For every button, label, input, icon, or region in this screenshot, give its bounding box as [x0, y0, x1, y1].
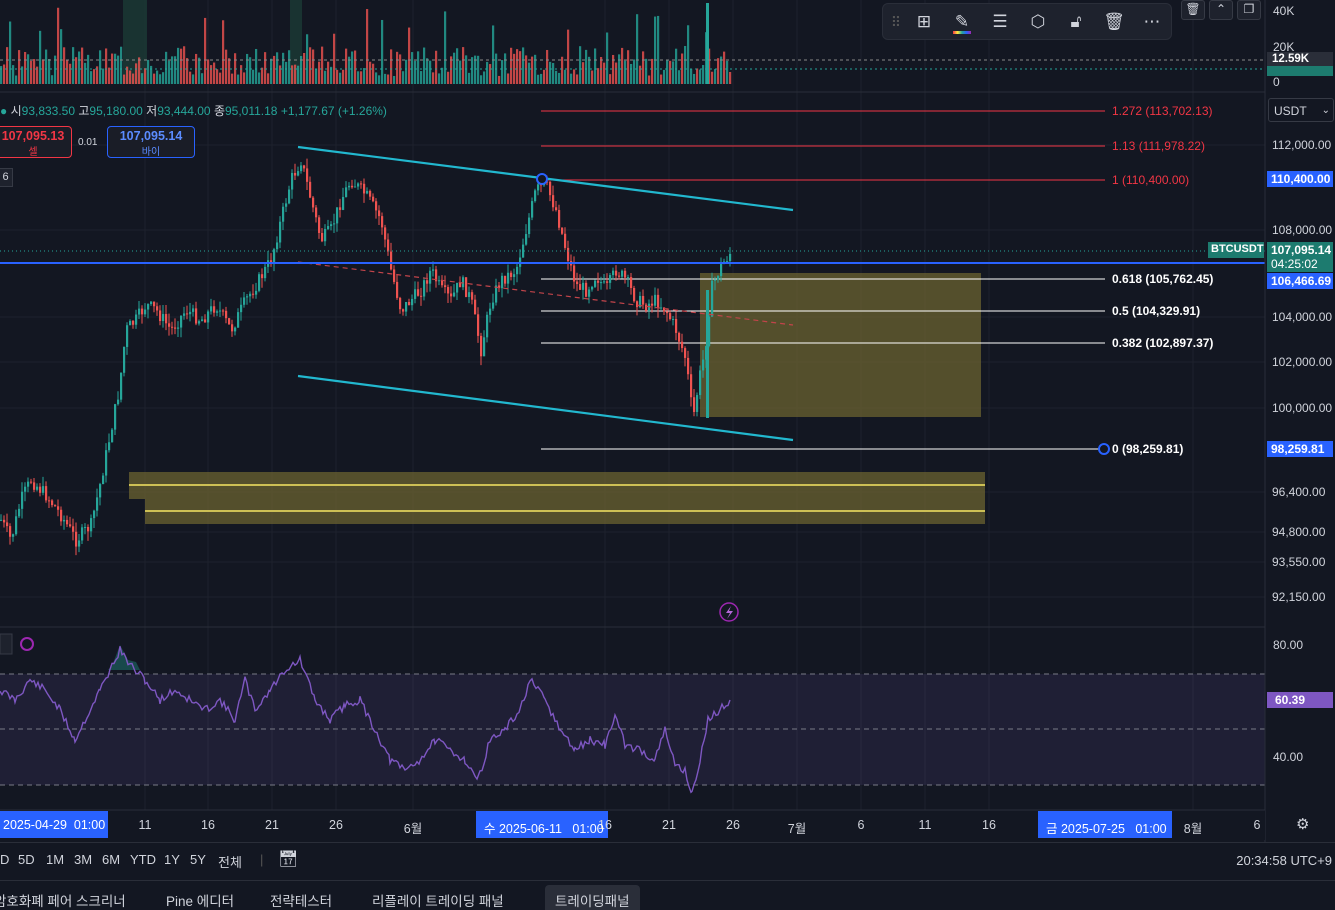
- rsi-tick: 40.00: [1273, 750, 1304, 764]
- time-tick: 6: [857, 818, 865, 832]
- ohlc-legend: ● 시93,833.50 고95,180.00 저93,444.00 종95,0…: [0, 104, 387, 118]
- price-tick: 92,150.00: [1272, 590, 1326, 604]
- clock[interactable]: 20:34:58 UTC+9: [1236, 853, 1332, 868]
- volume-tick: 40K: [1273, 4, 1295, 18]
- fib-label: 0.382 (102,897.37): [1112, 336, 1214, 350]
- time-tick: 26: [726, 818, 740, 832]
- settings-icon[interactable]: ⚙: [1296, 816, 1310, 833]
- price-tick: 112,000.00: [1272, 138, 1332, 152]
- time-highlight: 금 2025-07-25 01:00: [1046, 822, 1167, 836]
- symbol-marker: BTCUSDT: [1211, 243, 1264, 255]
- trash-icon[interactable]: 🗑︎: [1103, 12, 1125, 31]
- range-button[interactable]: 5D: [18, 852, 35, 867]
- range-bar: D 5D 1M 3M 6M YTD 1Y 5Y 전체 | 📅︎ 20:34:58 UTC+9: [0, 842, 1335, 879]
- range-button[interactable]: YTD: [130, 852, 156, 867]
- price-tick: 104,000.00: [1272, 310, 1333, 324]
- time-tick: 6월: [403, 822, 423, 836]
- line-level-marker: 106,466.69: [1271, 274, 1332, 288]
- trash-top-icon[interactable]: 🗑︎: [1181, 0, 1205, 20]
- time-tick: 8월: [1183, 822, 1203, 836]
- volume-tick: 0: [1273, 75, 1280, 89]
- sell-button[interactable]: 107,095.13 셀: [0, 126, 72, 158]
- lines-icon[interactable]: ☰: [992, 12, 1008, 31]
- fib-label: 0.618 (105,762.45): [1112, 272, 1214, 286]
- range-button[interactable]: 5Y: [190, 852, 206, 867]
- time-tick: 11: [918, 818, 932, 832]
- range-button[interactable]: 1Y: [164, 852, 180, 867]
- channel-lower-line[interactable]: [297, 374, 794, 442]
- rsi-tick: 80.00: [1273, 638, 1304, 652]
- fib-anchor-bottom[interactable]: [1098, 443, 1110, 455]
- change-value: +1,177.67 (+1.26%): [280, 104, 387, 118]
- low-value: 93,444.00: [157, 104, 211, 118]
- price-tick: 100,000.00: [1272, 401, 1333, 415]
- time-tick: 16: [201, 818, 215, 832]
- drag-handle-icon[interactable]: ⠿: [890, 14, 902, 30]
- price-tick: 93,550.00: [1272, 555, 1326, 569]
- rsi-value-marker: 60.39: [1275, 693, 1306, 707]
- window-icon[interactable]: ❐: [1237, 0, 1261, 20]
- legend-dot-icon: ●: [0, 104, 8, 118]
- time-tick: 26: [329, 818, 343, 832]
- drawing-toolbar: ⠿ ⊞ ✎ ☰ ⬡ 🔓︎ 🗑︎ ⋯: [882, 3, 1172, 40]
- time-tick: 16: [598, 818, 612, 832]
- time-tick: 21: [662, 818, 676, 832]
- last-price-marker: 107,095.14: [1271, 243, 1332, 257]
- time-tick: 7월: [787, 822, 807, 836]
- bottom-tab[interactable]: 암호화폐 페어 스크리너: [0, 894, 126, 909]
- countdown-marker: 04:25:02: [1271, 257, 1318, 271]
- close-value: 95,011.18: [224, 104, 278, 118]
- time-highlight: 2025-04-29 01:00: [3, 818, 106, 832]
- chevron-down-icon: ⌄: [1321, 105, 1330, 116]
- bottom-tab[interactable]: 전략테스터: [270, 894, 333, 909]
- fib-label: 1.13 (111,978.22): [1112, 139, 1205, 153]
- range-button[interactable]: 6M: [102, 852, 121, 867]
- price-tick: 108,000.00: [1272, 223, 1333, 237]
- fib-label: 1 (110,400.00): [1112, 173, 1190, 187]
- price-tick: 96,400.00: [1272, 485, 1326, 499]
- high-value: 95,180.00: [89, 104, 143, 118]
- bottom-tabs: 암호화폐 페어 스크리너 Pine 에디터 전략테스터 리플레이 트레이딩 패널 트레이…: [0, 880, 1335, 910]
- calendar-goto-icon[interactable]: 📅︎: [278, 851, 299, 868]
- range-button[interactable]: D: [0, 852, 10, 867]
- more-icon[interactable]: ⋯: [1143, 12, 1161, 31]
- time-tick: 21: [265, 818, 279, 832]
- fib-label: 1.272 (113,702.13): [1112, 104, 1213, 118]
- time-tick: 11: [138, 818, 152, 832]
- fib-anchor-top[interactable]: [536, 173, 548, 185]
- time-tick: 6: [1253, 818, 1261, 832]
- channel-midline[interactable]: [297, 261, 794, 326]
- volume-tick: 20K: [1273, 40, 1295, 54]
- add-objects-icon[interactable]: ⊞: [916, 12, 932, 31]
- spread-value: 0.01: [78, 137, 98, 148]
- open-value: 93,833.50: [21, 104, 76, 118]
- price-tick: 94,800.00: [1272, 525, 1326, 539]
- range-button[interactable]: 전체: [218, 855, 242, 870]
- fib-label: 0 (98,259.81): [1112, 442, 1184, 456]
- range-button[interactable]: 3M: [74, 852, 93, 867]
- time-tick: 16: [982, 818, 996, 832]
- lock-icon[interactable]: 🔓︎: [1070, 12, 1082, 31]
- settings-hex-icon[interactable]: ⬡: [1030, 12, 1046, 31]
- rsi-icon[interactable]: [0, 633, 34, 655]
- supply-zone[interactable]: [700, 273, 981, 417]
- collapse-icon[interactable]: ⌃: [1209, 0, 1233, 20]
- fib-label: 0.5 (104,329.91): [1112, 304, 1201, 318]
- volume-current-label: 12.59K: [1272, 53, 1310, 65]
- pencil-icon[interactable]: ✎: [951, 11, 973, 34]
- rsi-line: [0, 646, 731, 794]
- bottom-tab[interactable]: 리플레이 트레이딩 패널: [372, 894, 504, 909]
- bottom-tab[interactable]: Pine 에디터: [166, 894, 235, 909]
- fib-top-marker: 110,400.00: [1271, 172, 1331, 186]
- fib-bottom-marker: 98,259.81: [1271, 442, 1325, 456]
- price-tick: 102,000.00: [1272, 355, 1333, 369]
- bottom-tab[interactable]: 트레이딩패널: [545, 885, 640, 910]
- currency-select[interactable]: USDT ⌄: [1268, 98, 1334, 122]
- range-button[interactable]: 1M: [46, 852, 65, 867]
- interval-badge[interactable]: 6: [0, 168, 13, 187]
- buy-button[interactable]: 107,095.14 바이: [107, 126, 195, 158]
- time-highlight: 수 2025-06-11 01:00: [484, 822, 604, 836]
